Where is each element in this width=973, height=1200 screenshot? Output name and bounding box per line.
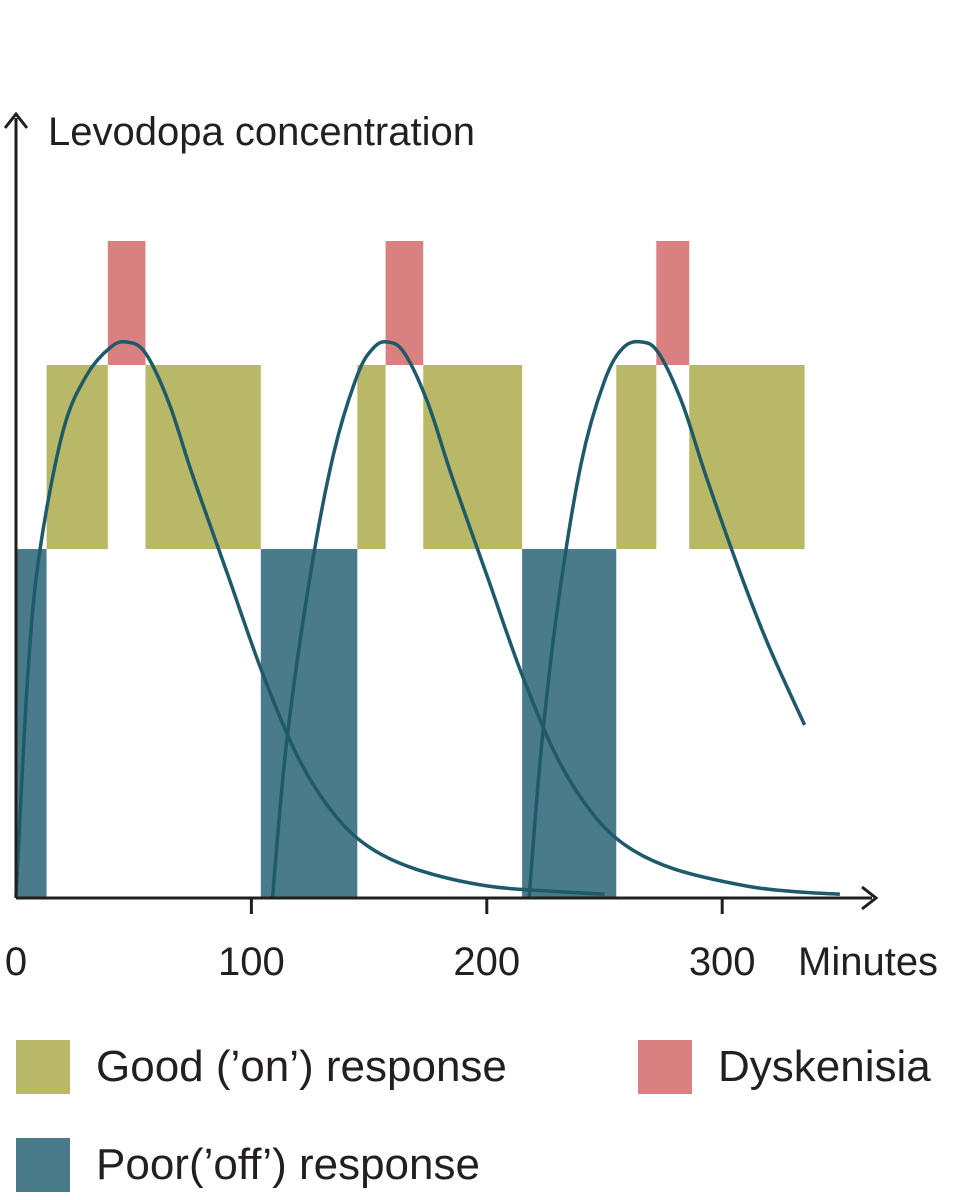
band-on-11 (689, 365, 805, 549)
response-bands (16, 241, 805, 897)
legend-swatch-on (16, 1040, 70, 1094)
concentration-curve-3 (527, 339, 807, 898)
chart: 0 100 200 300 Levodopa concentration Minute… (3, 110, 938, 984)
legend-item-on: Good (’on’) response (16, 1040, 507, 1094)
band-off-0 (16, 549, 47, 897)
x-ticks: 0 100 200 300 (5, 898, 756, 984)
axes (3, 111, 879, 911)
legend-swatch-dyskinesia (638, 1040, 692, 1094)
band-on-7 (423, 365, 523, 549)
band-on-3 (145, 365, 261, 549)
concentration-curves (14, 339, 840, 898)
concentration-curve-2 (270, 339, 840, 898)
x-axis-arrow (861, 885, 879, 911)
band-on-9 (616, 365, 657, 549)
legend-swatch-off (16, 1138, 70, 1192)
band-dyskinesia-10 (656, 241, 690, 365)
concentration-curve-1 (14, 339, 605, 898)
x-axis-label: Minutes (798, 940, 938, 984)
legend-label-dyskinesia: Dyskenisia (718, 1042, 931, 1091)
legend-item-off: Poor(’off’) response (16, 1138, 480, 1192)
x-tick-label-100: 100 (218, 940, 285, 984)
legend-label-on: Good (’on’) response (96, 1042, 507, 1091)
x-tick-label-200: 200 (453, 940, 520, 984)
y-axis-label: Levodopa concentration (48, 110, 475, 154)
legend-label-off: Poor(’off’) response (96, 1140, 480, 1189)
x-tick-label-300: 300 (689, 940, 756, 984)
band-dyskinesia-6 (385, 241, 424, 365)
legend: Good (’on’) response Dyskenisia Poor(’of… (0, 1020, 973, 1200)
band-on-5 (357, 365, 386, 549)
y-axis-arrow (3, 111, 29, 129)
band-off-8 (522, 549, 617, 897)
legend-item-dyskinesia: Dyskenisia (638, 1040, 931, 1094)
x-tick-label-0: 0 (5, 940, 27, 984)
